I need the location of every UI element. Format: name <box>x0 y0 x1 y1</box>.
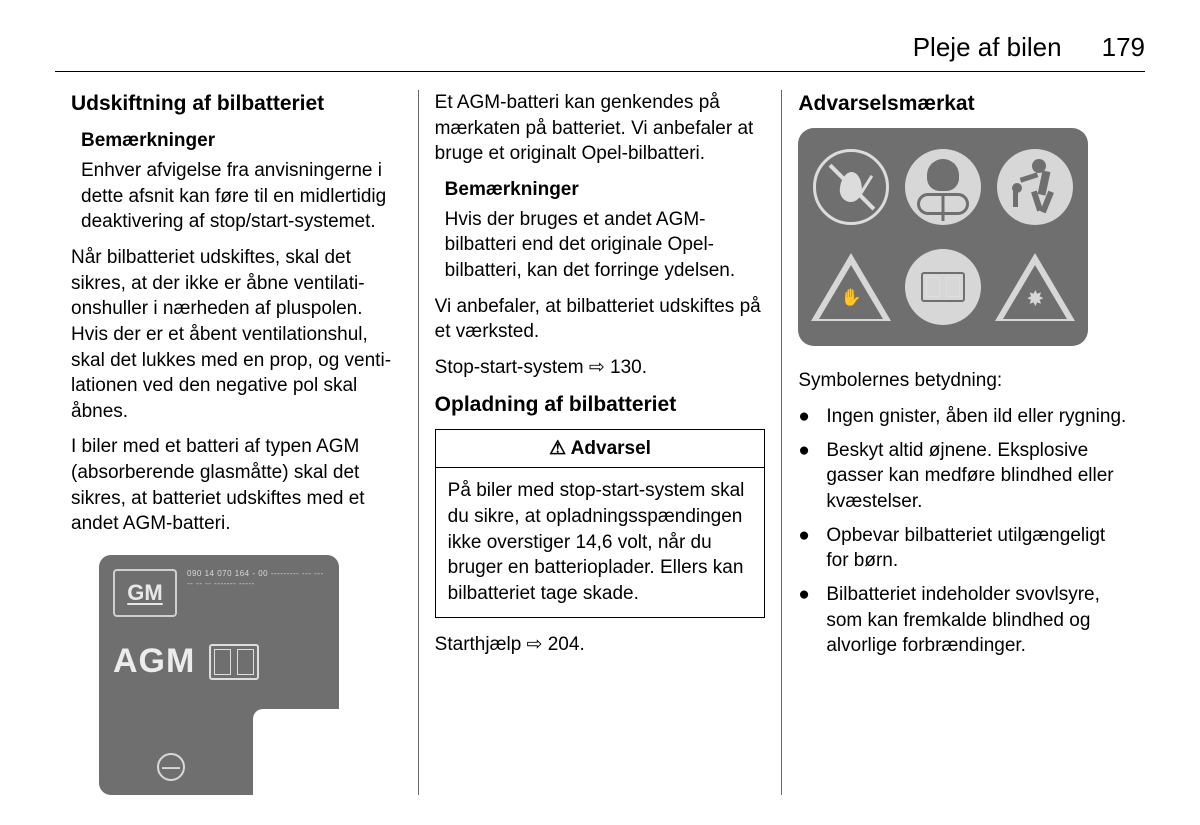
paragraph-crossref: Starthjælp ⇨ 204. <box>435 632 766 658</box>
no-fire-icon <box>810 146 892 228</box>
section-heading-replace-battery: Udskiftning af bilbatteriet <box>71 90 402 118</box>
note-block: Bemærkninger Hvis der bruges et andet AG… <box>435 177 766 284</box>
manual-book-icon <box>209 644 259 680</box>
symbols-meaning-list: ●Ingen gnister, åben ild eller rygning. … <box>798 404 1129 659</box>
keep-from-children-icon <box>994 146 1076 228</box>
paragraph: Når bilbatteriet udskiftes, skal det sik… <box>71 245 402 424</box>
list-item-text: Ingen gnister, åben ild eller rygning. <box>826 404 1126 430</box>
header-title: Pleje af bilen <box>913 30 1062 65</box>
list-item: ●Beskyt altid øjnene. Eksplosive gasser … <box>798 438 1129 515</box>
content-columns: Udskiftning af bilbatteriet Bemærkninger… <box>55 90 1145 795</box>
list-item-text: Beskyt altid øjnene. Eksplosive gasser k… <box>826 438 1129 515</box>
corrosive-acid-icon: ✋ <box>810 246 892 328</box>
agm-text: AGM <box>113 639 195 685</box>
page-header: Pleje af bilen 179 <box>55 30 1145 72</box>
paragraph: I biler med et batteri af typen AGM (abs… <box>71 434 402 537</box>
column-2: Et AGM-batteri kan genkendes på mærkaten… <box>418 90 782 795</box>
negative-terminal-icon: — <box>157 753 185 781</box>
explosive-gas-icon: ✸ <box>994 246 1076 328</box>
list-item-text: Bilbatteriet indeholder svovlsyre, som k… <box>826 582 1129 659</box>
note-heading: Bemærkninger <box>81 128 402 154</box>
list-item: ●Ingen gnister, åben ild eller rygning. <box>798 404 1129 430</box>
warning-label-figure: ✋ ✸ <box>798 128 1088 346</box>
paragraph-crossref: Stop-start-system ⇨ 130. <box>435 355 766 381</box>
note-body: Enhver afvigelse fra anvisningerne i det… <box>81 158 402 235</box>
warning-heading: ⚠ Advarsel <box>436 430 765 469</box>
agm-battery-label-figure: GM 090 14 070 164 - 00 --------- --- ---… <box>99 555 339 795</box>
label-notch <box>253 709 341 797</box>
note-body: Hvis der bruges et andet AGM-bilbatteri … <box>445 207 766 284</box>
note-block: Bemærkninger Enhver afvigelse fra anvisn… <box>71 128 402 235</box>
section-heading-charging: Opladning af bilbatteriet <box>435 391 766 419</box>
list-item-text: Opbevar bilbatteriet utilgænge­ligt for … <box>826 523 1129 574</box>
paragraph: Et AGM-batteri kan genkendes på mærkaten… <box>435 90 766 167</box>
section-heading-warning-label: Advarselsmærkat <box>798 90 1129 118</box>
column-1: Udskiftning af bilbatteriet Bemærkninger… <box>55 90 418 795</box>
gm-logo-icon: GM <box>113 569 177 617</box>
symbols-meaning-heading: Symbolernes betydning: <box>798 368 1129 394</box>
column-3: Advarselsmærkat ✋ ✸ <box>781 90 1145 795</box>
page: Pleje af bilen 179 Udskiftning af bilbat… <box>0 0 1200 825</box>
eye-protection-icon <box>902 146 984 228</box>
list-item: ●Bilbatteriet indeholder svovlsyre, som … <box>798 582 1129 659</box>
list-item: ●Opbevar bilbatteriet utilgænge­ligt for… <box>798 523 1129 574</box>
warning-box: ⚠ Advarsel På biler med stop-start-syste… <box>435 429 766 618</box>
read-manual-icon <box>902 246 984 328</box>
note-heading: Bemærkninger <box>445 177 766 203</box>
agm-label-codes: 090 14 070 164 - 00 --------- --- ----- … <box>187 569 325 617</box>
paragraph: Vi anbefaler, at bilbatteriet udskiftes … <box>435 294 766 345</box>
page-number: 179 <box>1102 30 1145 65</box>
warning-body: På biler med stop-start-system skal du s… <box>436 468 765 616</box>
